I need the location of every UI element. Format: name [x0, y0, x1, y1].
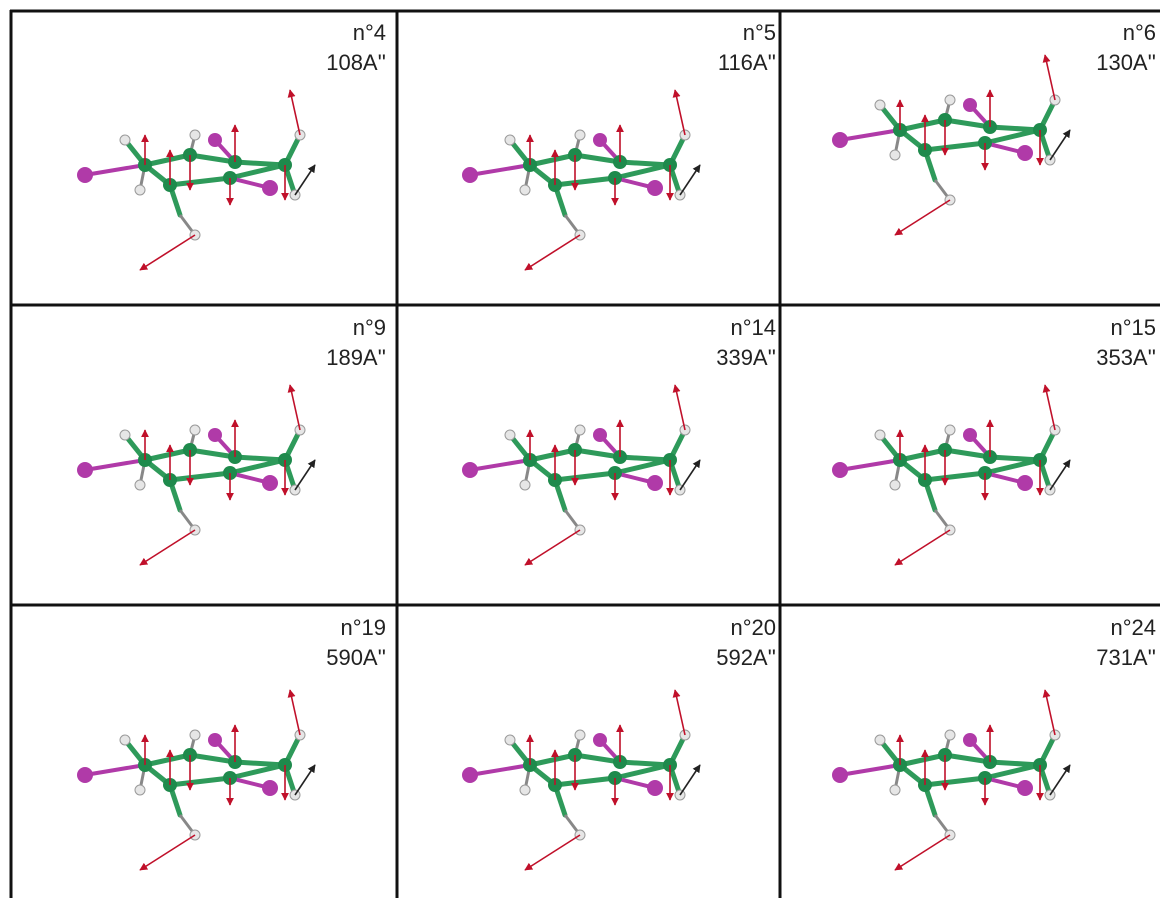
- mode-label: n°6: [1123, 20, 1156, 45]
- frequency-label: 108A'': [326, 50, 386, 75]
- frequency-label: 731A'': [1096, 645, 1156, 670]
- molecules: [77, 55, 1070, 870]
- mode-label: n°5: [743, 20, 776, 45]
- frequency-label: 353A'': [1096, 345, 1156, 370]
- mode-label: n°15: [1110, 315, 1156, 340]
- mode-label: n°14: [730, 315, 776, 340]
- mode-label: n°24: [1110, 615, 1156, 640]
- figure: n°4 108A'' n°5 116A'' n°6 130A'' n°9 189A'' n°14…: [0, 0, 1160, 898]
- frequency-label: 189A'': [326, 345, 386, 370]
- mode-label: n°20: [730, 615, 776, 640]
- frequency-label: 339A'': [716, 345, 776, 370]
- frequency-label: 130A'': [1096, 50, 1156, 75]
- mode-label: n°9: [353, 315, 386, 340]
- frequency-label: 116A'': [718, 50, 776, 75]
- frequency-label: 590A'': [326, 645, 386, 670]
- mode-label: n°4: [353, 20, 386, 45]
- frequency-label: 592A'': [716, 645, 776, 670]
- mode-label: n°19: [340, 615, 386, 640]
